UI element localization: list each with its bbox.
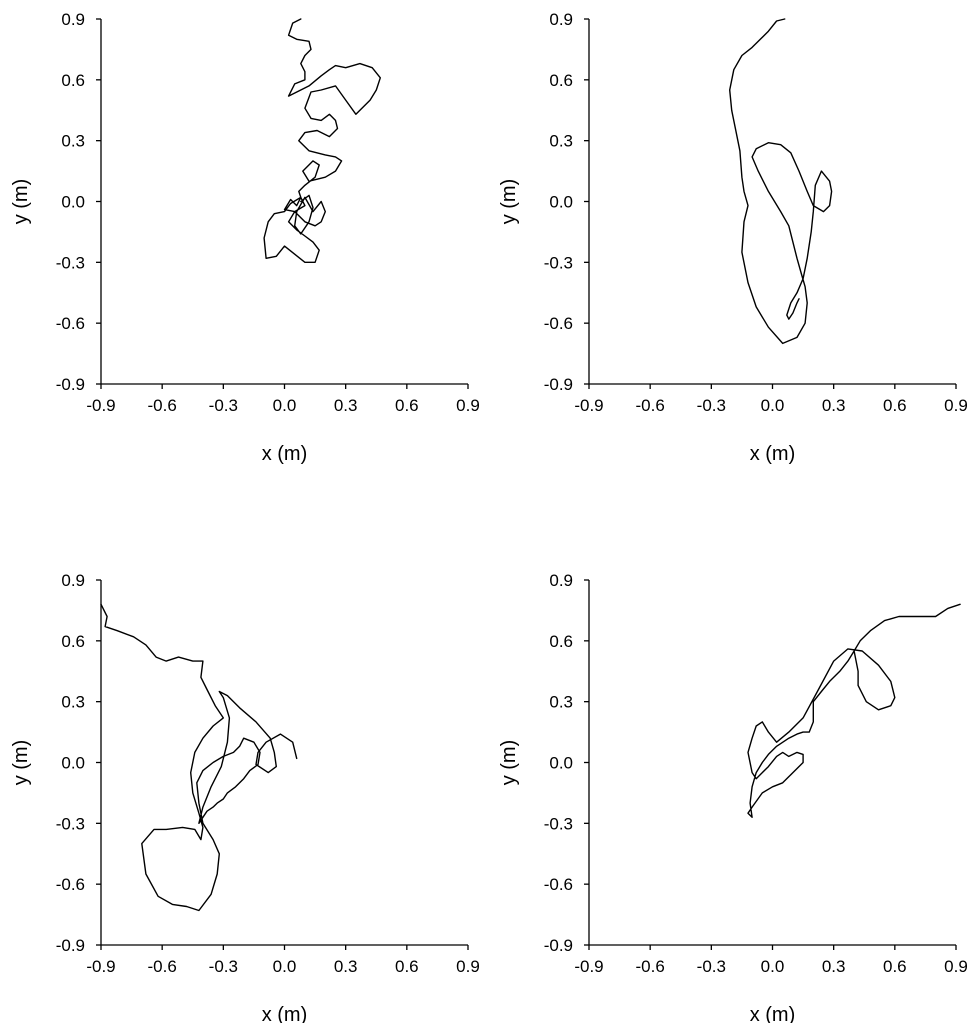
x-tick-label: -0.9 <box>574 396 603 415</box>
y-tick-label: -0.3 <box>544 814 573 833</box>
x-tick-label: -0.9 <box>86 396 115 415</box>
y-tick-label: 0.3 <box>549 132 573 151</box>
x-tick-label: -0.9 <box>86 957 115 976</box>
x-tick-label: 0.6 <box>883 396 907 415</box>
y-tick-label: 0.6 <box>549 632 573 651</box>
x-tick-label: -0.3 <box>209 396 238 415</box>
x-tick-label: -0.3 <box>697 957 726 976</box>
x-tick-label: 0.3 <box>822 957 846 976</box>
y-tick-label: 0.0 <box>549 193 573 212</box>
y-axis-title: y (m) <box>10 179 32 225</box>
trajectory-line <box>263 18 381 263</box>
y-tick-label: -0.9 <box>544 936 573 955</box>
x-tick-label: -0.9 <box>574 957 603 976</box>
y-tick-label: 0.3 <box>61 693 85 712</box>
x-tick-label: -0.6 <box>148 396 177 415</box>
x-tick-label: 0.9 <box>456 396 480 415</box>
x-tick-label: -0.3 <box>697 396 726 415</box>
y-tick-label: -0.6 <box>56 314 85 333</box>
panel-top-right: -0.9 -0.6 -0.3 0.0 0.3 0.6 0.9 0.9 0.6 0.3 0.0 -0.3… <box>498 10 968 465</box>
y-axis-title: y (m) <box>498 740 520 786</box>
y-tick-label: -0.3 <box>544 253 573 272</box>
x-tick-label: 0.6 <box>395 957 419 976</box>
panel-bottom-right: -0.9 -0.6 -0.3 0.0 0.3 0.6 0.9 0.9 0.6 0.3 0.0 -0.3… <box>498 571 968 1023</box>
x-tick-label: -0.6 <box>636 957 665 976</box>
y-tick-label: -0.9 <box>56 375 85 394</box>
y-axis-title: y (m) <box>10 740 32 786</box>
panel-bottom-left: -0.9 -0.6 -0.3 0.0 0.3 0.6 0.9 0.9 0.6 0.3 0.0 -0.3… <box>10 571 480 1023</box>
y-tick-label: 0.6 <box>549 71 573 90</box>
x-tick-label: 0.3 <box>334 396 358 415</box>
x-tick-label: 0.0 <box>273 396 297 415</box>
x-tick-label: 0.9 <box>944 957 968 976</box>
x-tick-label: -0.6 <box>636 396 665 415</box>
x-tick-label: 0.6 <box>883 957 907 976</box>
x-tick-label: 0.0 <box>273 957 297 976</box>
x-tick-label: 0.0 <box>761 957 785 976</box>
y-tick-label: 0.9 <box>61 571 85 590</box>
panel-top-left: -0.9 -0.6 -0.3 0.0 0.3 0.6 0.9 0.9 0.6 0.3 0.0 -0.3… <box>10 10 480 465</box>
x-axis-title: x (m) <box>750 1004 796 1023</box>
x-tick-label: 0.9 <box>456 957 480 976</box>
trajectory-line <box>100 603 298 912</box>
x-tick-label: 0.9 <box>944 396 968 415</box>
y-tick-label: 0.0 <box>61 193 85 212</box>
y-tick-label: 0.6 <box>61 632 85 651</box>
x-tick-label: 0.3 <box>822 396 846 415</box>
y-tick-label: 0.9 <box>61 10 85 29</box>
y-tick-label: 0.3 <box>549 693 573 712</box>
y-tick-label: -0.3 <box>56 814 85 833</box>
x-tick-label: 0.0 <box>761 396 785 415</box>
trajectory-line <box>729 18 833 345</box>
x-tick-label: -0.6 <box>148 957 177 976</box>
x-tick-label: 0.3 <box>334 957 358 976</box>
y-tick-label: -0.3 <box>56 253 85 272</box>
y-tick-label: 0.9 <box>549 571 573 590</box>
x-axis-title: x (m) <box>262 443 308 465</box>
x-axis-title: x (m) <box>262 1004 308 1023</box>
x-tick-label: 0.6 <box>395 396 419 415</box>
y-tick-label: -0.9 <box>56 936 85 955</box>
y-tick-label: -0.6 <box>544 875 573 894</box>
trajectory-line <box>747 603 961 818</box>
y-axis-title: y (m) <box>498 179 520 225</box>
y-tick-label: 0.9 <box>549 10 573 29</box>
x-tick-label: -0.3 <box>209 957 238 976</box>
y-tick-label: 0.3 <box>61 132 85 151</box>
y-tick-label: 0.0 <box>549 754 573 773</box>
y-tick-label: -0.9 <box>544 375 573 394</box>
y-tick-label: -0.6 <box>544 314 573 333</box>
x-axis-title: x (m) <box>750 443 796 465</box>
y-tick-label: -0.6 <box>56 875 85 894</box>
y-tick-label: 0.0 <box>61 754 85 773</box>
y-tick-label: 0.6 <box>61 71 85 90</box>
